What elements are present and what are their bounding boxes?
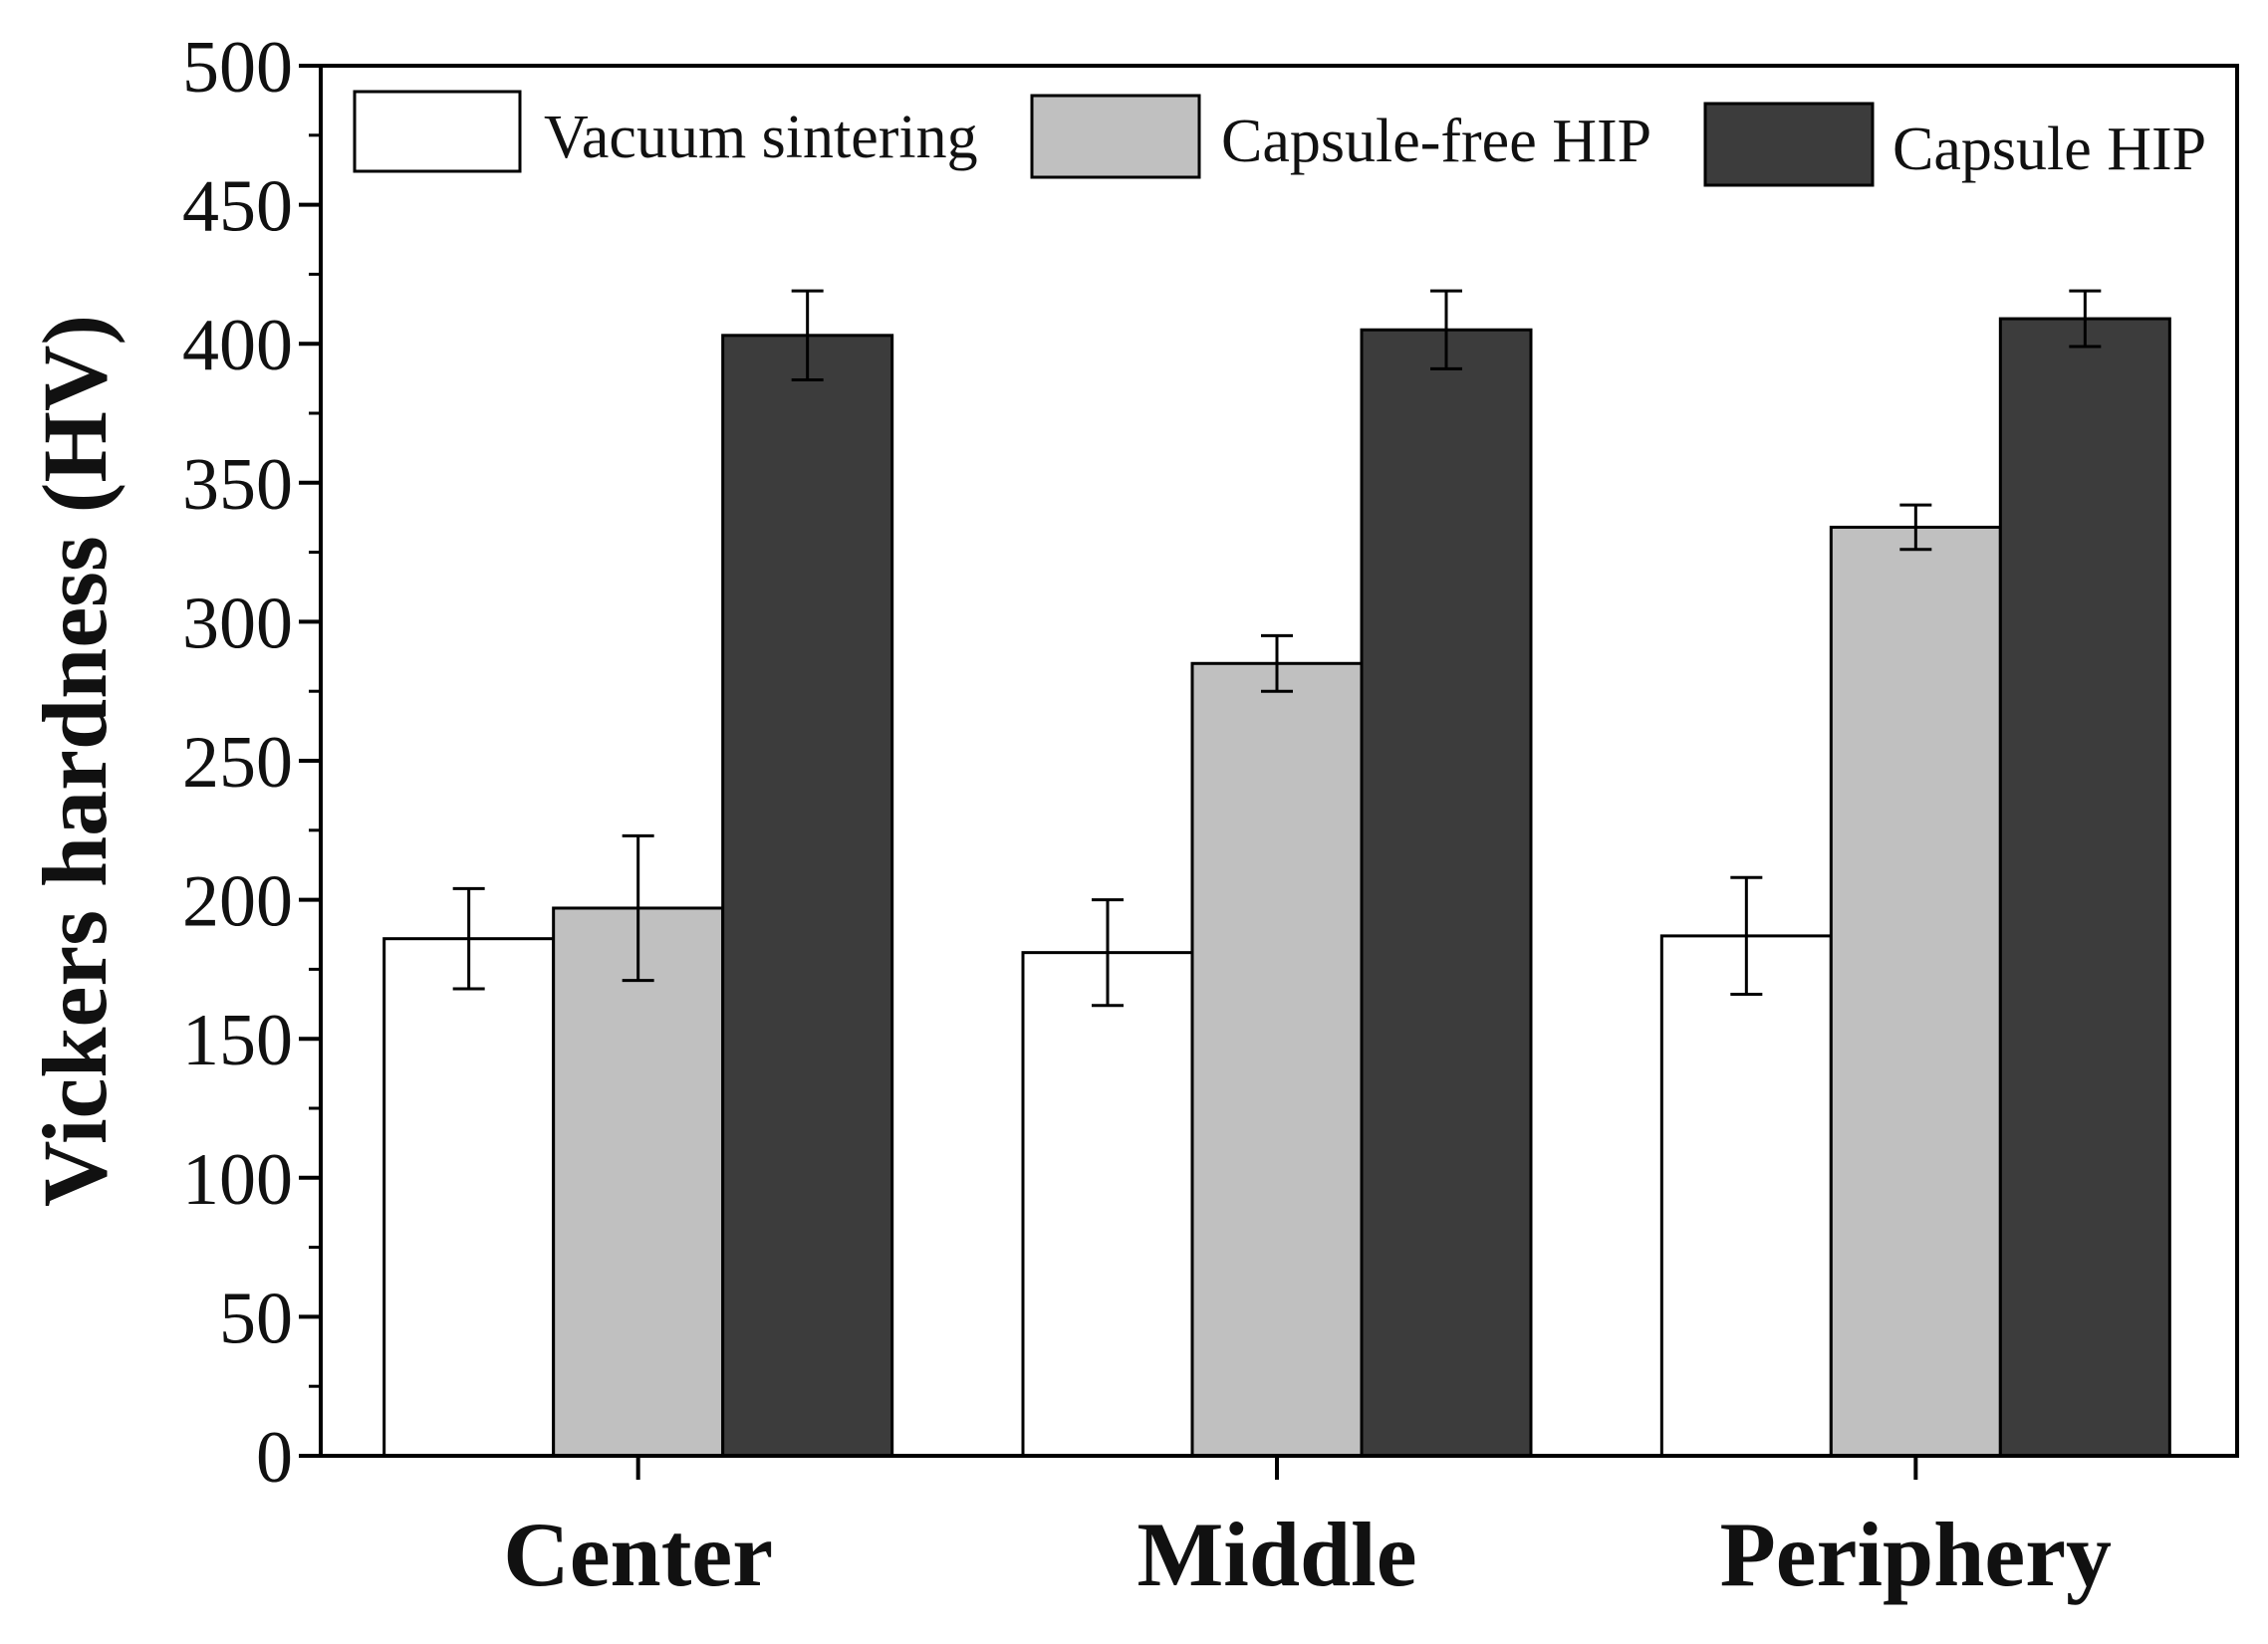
error-bar bbox=[1730, 875, 1763, 997]
error-bar bbox=[791, 289, 824, 381]
error-bar bbox=[1092, 898, 1124, 1008]
x-axis: Center Middle Periphery bbox=[503, 1456, 2112, 1605]
y-axis-title: Vickers hardness (HV) bbox=[24, 315, 126, 1207]
error-bar bbox=[452, 886, 485, 991]
y-tick-label: 350 bbox=[182, 444, 293, 526]
y-tick-label: 250 bbox=[182, 722, 293, 804]
bar-periphery-capsule-free-hip bbox=[1829, 525, 2002, 1458]
legend-item: Vacuum sintering bbox=[353, 90, 978, 173]
legend-swatch bbox=[1703, 102, 1875, 187]
error-bar bbox=[1430, 289, 1462, 370]
error-bar bbox=[1899, 503, 1932, 552]
legend-item: Capsule-free HIP bbox=[1030, 94, 1651, 179]
x-category-label: Periphery bbox=[1720, 1504, 2112, 1605]
bar-middle-capsule-hip bbox=[1360, 328, 1533, 1458]
y-tick-label: 500 bbox=[182, 27, 293, 109]
bar-center-capsule-hip bbox=[721, 334, 894, 1458]
y-tick-label: 200 bbox=[182, 861, 293, 943]
legend: Vacuum sintering Capsule-free HIP Capsule … bbox=[353, 90, 2206, 187]
bar-center-capsule-free-hip bbox=[552, 906, 725, 1458]
y-tick-label: 0 bbox=[256, 1417, 293, 1499]
error-bar bbox=[1261, 633, 1293, 693]
y-tick-label: 300 bbox=[182, 583, 293, 664]
y-tick-label: 100 bbox=[182, 1139, 293, 1221]
bars-layer bbox=[382, 317, 2171, 1458]
y-tick-label: 400 bbox=[182, 305, 293, 386]
legend-swatch bbox=[353, 90, 522, 173]
legend-label: Capsule-free HIP bbox=[1221, 108, 1651, 175]
bar-periphery-vacuum-sintering bbox=[1659, 934, 1833, 1458]
legend-item: Capsule HIP bbox=[1703, 102, 2206, 187]
legend-label: Capsule HIP bbox=[1892, 116, 2206, 183]
error-bars-layer bbox=[452, 289, 2102, 1008]
error-bar bbox=[2069, 289, 2102, 349]
x-category-label: Center bbox=[503, 1504, 773, 1605]
legend-label: Vacuum sintering bbox=[544, 104, 978, 171]
legend-swatch bbox=[1030, 94, 1201, 179]
error-bar bbox=[622, 833, 654, 983]
bar-middle-vacuum-sintering bbox=[1021, 951, 1194, 1458]
y-axis: 0 50 100 150 200 250 300 350 400 450 500 bbox=[182, 27, 321, 1499]
bar-center-vacuum-sintering bbox=[382, 937, 556, 1458]
bar-middle-capsule-free-hip bbox=[1190, 661, 1364, 1458]
bar-periphery-capsule-hip bbox=[1998, 317, 2171, 1458]
y-tick-label: 50 bbox=[219, 1278, 293, 1359]
y-tick-label: 450 bbox=[182, 166, 293, 248]
y-tick-label: 150 bbox=[182, 1000, 293, 1081]
x-category-label: Middle bbox=[1136, 1504, 1416, 1605]
